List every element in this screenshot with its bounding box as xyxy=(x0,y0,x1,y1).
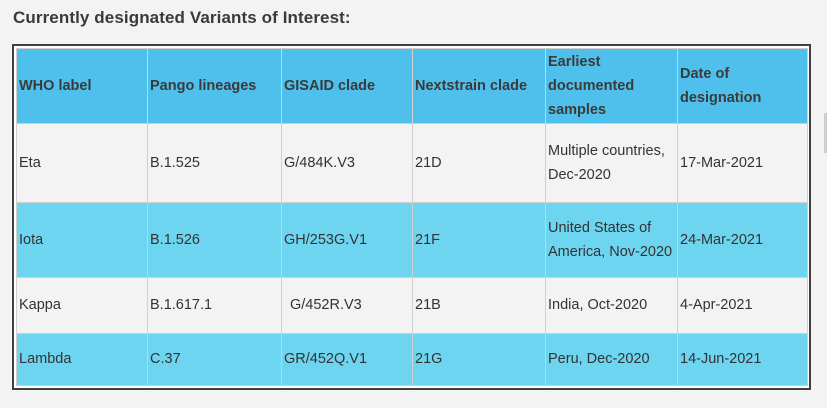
cell-pango-lineage: C.37 xyxy=(147,332,282,387)
cell-designation-date: 24-Mar-2021 xyxy=(677,201,808,278)
table-row: Lambda C.37 GR/452Q.V1 21G Peru, Dec-202… xyxy=(16,332,808,387)
cell-nextstrain-clade: 21G xyxy=(412,332,546,387)
cell-who-label: Iota xyxy=(16,201,148,278)
table-row: Iota B.1.526 GH/253G.V1 21F United State… xyxy=(16,201,808,278)
column-header-pango-lineages: Pango lineages xyxy=(147,48,282,124)
cell-designation-date: 17-Mar-2021 xyxy=(677,123,808,203)
column-header-nextstrain-clade: Nextstrain clade xyxy=(412,48,546,124)
page-heading: Currently designated Variants of Interes… xyxy=(13,8,351,27)
cell-pango-lineage: B.1.617.1 xyxy=(147,276,282,334)
variants-of-interest-table: WHO label Pango lineages GISAID clade Ne… xyxy=(16,48,808,387)
column-header-date-of-designation: Date of designation xyxy=(677,48,808,124)
table-header-row: WHO label Pango lineages GISAID clade Ne… xyxy=(16,48,808,124)
cell-earliest-samples: Peru, Dec-2020 xyxy=(545,332,678,387)
cell-pango-lineage: B.1.526 xyxy=(147,201,282,278)
cell-who-label: Kappa xyxy=(16,276,148,334)
table-row: Eta B.1.525 G/484K.V3 21D Multiple count… xyxy=(16,123,808,203)
cell-earliest-samples: Multiple countries, Dec-2020 xyxy=(545,123,678,203)
cell-who-label: Eta xyxy=(16,123,148,203)
cell-who-label: Lambda xyxy=(16,332,148,387)
cell-designation-date: 14-Jun-2021 xyxy=(677,332,808,387)
cell-nextstrain-clade: 21F xyxy=(412,201,546,278)
cell-gisaid-clade: GR/452Q.V1 xyxy=(281,332,413,387)
cell-earliest-samples: India, Oct-2020 xyxy=(545,276,678,334)
column-header-earliest-samples: Earliest documented samples xyxy=(545,48,678,124)
cell-pango-lineage: B.1.525 xyxy=(147,123,282,203)
cell-gisaid-clade: G/484K.V3 xyxy=(281,123,413,203)
table-row: Kappa B.1.617.1 G/452R.V3 21B India, Oct… xyxy=(16,276,808,334)
column-header-gisaid-clade: GISAID clade xyxy=(281,48,413,124)
cell-gisaid-clade: GH/253G.V1 xyxy=(281,201,413,278)
cell-designation-date: 4-Apr-2021 xyxy=(677,276,808,334)
cell-nextstrain-clade: 21D xyxy=(412,123,546,203)
side-scroll-tab xyxy=(824,113,827,153)
cell-nextstrain-clade: 21B xyxy=(412,276,546,334)
column-header-who-label: WHO label xyxy=(16,48,148,124)
cell-earliest-samples: United States of America, Nov-2020 xyxy=(545,201,678,278)
variants-table-frame: WHO label Pango lineages GISAID clade Ne… xyxy=(12,44,811,390)
cell-gisaid-clade: G/452R.V3 xyxy=(281,276,413,334)
